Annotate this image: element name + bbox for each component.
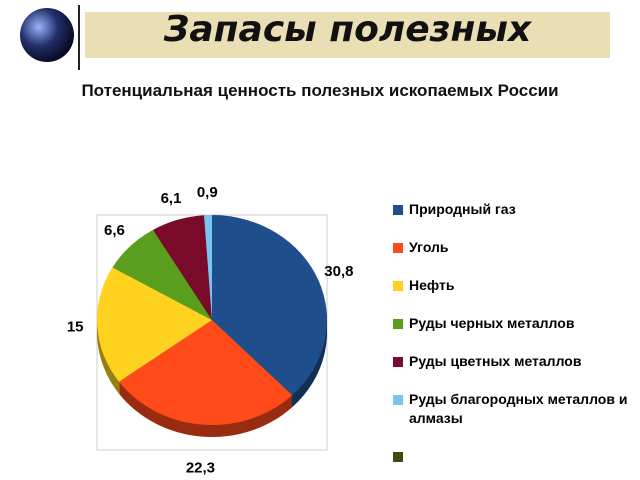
pie-slice <box>112 229 212 320</box>
data-label: 6,6 <box>104 222 125 239</box>
legend-item: Руды цветных металлов <box>393 352 628 371</box>
legend-swatch <box>393 205 403 215</box>
legend-swatch <box>393 357 403 367</box>
legend-label: Нефть <box>409 277 455 293</box>
legend-item: Руды черных металлов <box>393 314 628 333</box>
legend-item: Уголь <box>393 238 628 257</box>
data-label: 0,9 <box>197 184 218 201</box>
legend-item <box>393 447 628 466</box>
legend-swatch <box>393 452 403 462</box>
legend-item: Нефть <box>393 276 628 295</box>
pie-slice <box>97 267 212 382</box>
data-label: 6,1 <box>161 190 182 207</box>
globe-icon <box>20 8 74 62</box>
slide-title: Запасы полезных ископаемых <box>163 12 532 50</box>
legend-swatch <box>393 319 403 329</box>
legend-label: Природный газ <box>409 201 516 217</box>
data-label: 30,8 <box>324 263 353 280</box>
pie-slice <box>153 215 212 320</box>
title-bar: Запасы полезных ископаемых <box>85 12 610 58</box>
legend-label: Руды черных металлов <box>409 315 575 331</box>
legend-item: Руды благородных металлов и алмазы <box>393 390 628 428</box>
legend-item: Природный газ <box>393 200 628 219</box>
data-label: 15 <box>67 319 84 336</box>
legend-label: Руды цветных металлов <box>409 353 582 369</box>
legend-swatch <box>393 243 403 253</box>
data-label: 22,3 <box>186 459 215 476</box>
legend: Природный газ Уголь Нефть Руды черных метал… <box>393 200 628 480</box>
pie-slice <box>118 320 293 425</box>
legend-swatch <box>393 395 403 405</box>
legend-label: Уголь <box>409 239 449 255</box>
pie-slice <box>212 215 327 396</box>
legend-swatch <box>393 281 403 291</box>
pie-slice <box>204 215 212 320</box>
legend-label: Руды благородных металлов и алмазы <box>409 391 628 426</box>
chart-title: Потенциальная ценность полезных ископаем… <box>81 81 559 100</box>
